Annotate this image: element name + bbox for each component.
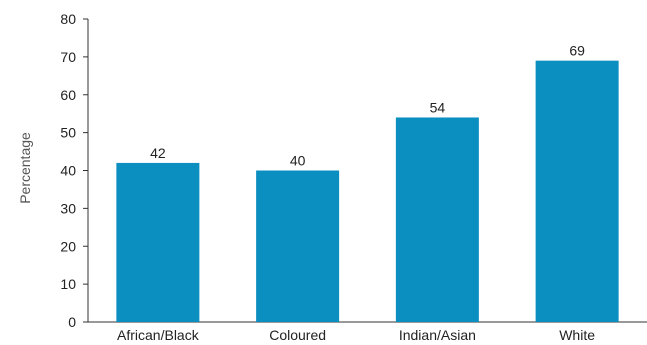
y-tick-label: 40 [60, 163, 76, 179]
x-category-label: African/Black [117, 327, 200, 343]
y-tick-label: 0 [68, 314, 76, 330]
y-tick-label: 80 [60, 11, 76, 27]
y-tick-label: 70 [60, 49, 76, 65]
y-tick-label: 10 [60, 276, 76, 292]
bar [256, 170, 340, 322]
x-category-label: Indian/Asian [399, 327, 476, 343]
y-axis-title: Percentage [17, 132, 33, 204]
y-tick-label: 30 [60, 200, 76, 216]
x-category-label: Coloured [269, 327, 326, 343]
y-tick-label: 60 [60, 87, 76, 103]
bar-value-label: 54 [430, 99, 446, 115]
y-tick-label: 50 [60, 125, 76, 141]
axes: 0 10 20 30 40 50 60 70 80 African/Black Coloured In… [60, 11, 647, 343]
bar [535, 60, 619, 322]
bar-value-label: 42 [150, 145, 166, 161]
x-category-label: White [559, 327, 595, 343]
bars: 42 40 54 69 [116, 43, 619, 322]
bar [116, 162, 200, 322]
bar-value-label: 40 [290, 153, 306, 169]
y-tick-label: 20 [60, 238, 76, 254]
bar-value-label: 69 [569, 43, 585, 59]
bar [395, 117, 479, 322]
